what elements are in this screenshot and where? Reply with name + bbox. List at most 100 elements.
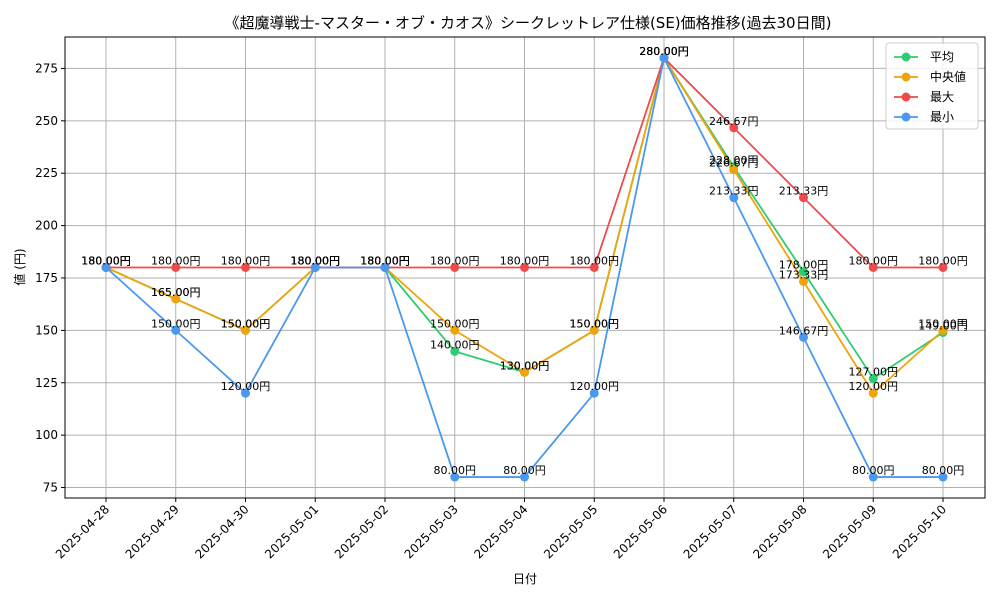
data-point — [729, 193, 739, 203]
data-label: 246.67円 — [709, 115, 759, 128]
data-label: 120.00円 — [221, 380, 271, 393]
data-label: 146.67円 — [779, 324, 829, 337]
data-label: 180.00円 — [81, 255, 131, 268]
data-label: 180.00円 — [849, 255, 899, 268]
y-tick-label: 150 — [35, 323, 58, 337]
data-label: 149.00円 — [918, 319, 968, 332]
data-label: 180.00円 — [570, 255, 620, 268]
data-point — [799, 267, 808, 277]
data-point — [938, 472, 948, 482]
data-label: 180.00円 — [221, 255, 271, 268]
legend-item: 最大 — [894, 90, 954, 104]
data-point — [799, 276, 808, 286]
legend-label: 最小 — [930, 110, 954, 124]
data-point — [450, 325, 460, 335]
data-label: 150.00円 — [221, 317, 271, 330]
data-label: 150.00円 — [570, 317, 620, 330]
data-label: 213.33円 — [779, 185, 829, 198]
data-labels: 180.00円 165.00円 150.00円 180.00円 180.00円 140.0… — [81, 45, 968, 477]
y-tick-label: 275 — [35, 61, 58, 75]
data-point — [310, 263, 320, 272]
data-point — [171, 263, 181, 272]
data-label: 180.00円 — [291, 255, 341, 268]
data-label: 150.00円 — [430, 317, 480, 330]
x-tick-label: 2025-05-02 — [332, 502, 391, 561]
data-point — [868, 374, 878, 384]
x-axis: 2025-04-28 2025-04-29 2025-04-30 2025-05-01… — [53, 498, 949, 561]
data-label: 80.00円 — [503, 464, 546, 477]
data-point — [938, 263, 948, 272]
data-label: 180.00円 — [360, 255, 410, 268]
data-label: 80.00円 — [852, 464, 895, 477]
data-label: 180.00円 — [151, 255, 201, 268]
legend-item: 最小 — [894, 110, 954, 124]
data-point — [589, 388, 599, 398]
data-label: 150.00円 — [570, 317, 620, 330]
x-tick-label: 2025-05-04 — [471, 502, 530, 561]
data-point — [868, 472, 878, 482]
data-label: 180.00円 — [81, 255, 131, 268]
y-axis: 75 100 125 150 175 200 225 250 275 — [35, 61, 65, 495]
data-point — [938, 325, 948, 335]
data-label: 140.00円 — [430, 338, 480, 351]
y-tick-label: 175 — [35, 271, 58, 285]
y-tick-label: 200 — [35, 219, 58, 233]
x-tick-label: 2025-05-03 — [402, 502, 461, 561]
data-label: 180.00円 — [291, 255, 341, 268]
y-tick-label: 75 — [43, 481, 58, 495]
x-tick-label: 2025-05-08 — [750, 502, 809, 561]
data-label: 226.67円 — [709, 157, 759, 170]
x-tick-label: 2025-04-29 — [123, 502, 182, 561]
legend-item: 中央値 — [894, 69, 966, 84]
data-point — [520, 263, 529, 272]
data-point — [380, 263, 390, 272]
data-label: 280.00円 — [639, 45, 689, 58]
data-label: 280.00円 — [639, 45, 689, 58]
x-axis-title: 日付 — [513, 572, 537, 586]
data-point — [101, 263, 111, 272]
data-label: 127.00円 — [849, 366, 899, 379]
data-point — [171, 294, 181, 304]
data-point — [868, 388, 878, 398]
legend-marker — [901, 72, 911, 82]
x-tick-label: 2025-04-30 — [192, 502, 251, 561]
series-layer — [101, 53, 948, 482]
data-label: 178.00円 — [779, 259, 829, 272]
data-label: 150.00円 — [221, 317, 271, 330]
data-label: 80.00円 — [922, 464, 965, 477]
data-label: 120.00円 — [849, 380, 899, 393]
series-3 — [101, 53, 948, 482]
data-label: 280.00円 — [639, 45, 689, 58]
data-label: 150.00円 — [918, 317, 968, 330]
data-label: 180.00円 — [291, 255, 341, 268]
y-tick-label: 225 — [35, 166, 58, 180]
data-point — [799, 193, 808, 203]
data-label: 120.00円 — [570, 380, 620, 393]
x-tick-label: 2025-05-07 — [681, 502, 740, 561]
data-label: 180.00円 — [360, 255, 410, 268]
x-tick-label: 2025-05-01 — [262, 502, 321, 561]
data-label: 165.00円 — [151, 286, 201, 299]
data-label: 165.00円 — [151, 286, 201, 299]
legend-label: 中央値 — [930, 69, 966, 84]
x-tick-label: 2025-05-05 — [541, 502, 600, 561]
data-point — [729, 165, 739, 175]
data-point — [241, 388, 250, 398]
data-label: 150.00円 — [151, 317, 201, 330]
data-label: 180.00円 — [360, 255, 410, 268]
y-tick-label: 100 — [35, 428, 58, 442]
data-point — [589, 325, 599, 335]
x-tick-label: 2025-05-09 — [820, 502, 879, 561]
data-point — [729, 123, 739, 133]
data-label: 228.00円 — [709, 154, 759, 167]
data-label: 130.00円 — [500, 359, 550, 372]
legend-marker — [901, 92, 911, 102]
x-tick-label: 2025-04-28 — [53, 502, 112, 561]
data-label: 173.33円 — [779, 268, 829, 281]
legend-marker — [901, 112, 911, 122]
y-axis-title: 値 (円) — [12, 248, 27, 285]
data-label: 180.00円 — [918, 255, 968, 268]
